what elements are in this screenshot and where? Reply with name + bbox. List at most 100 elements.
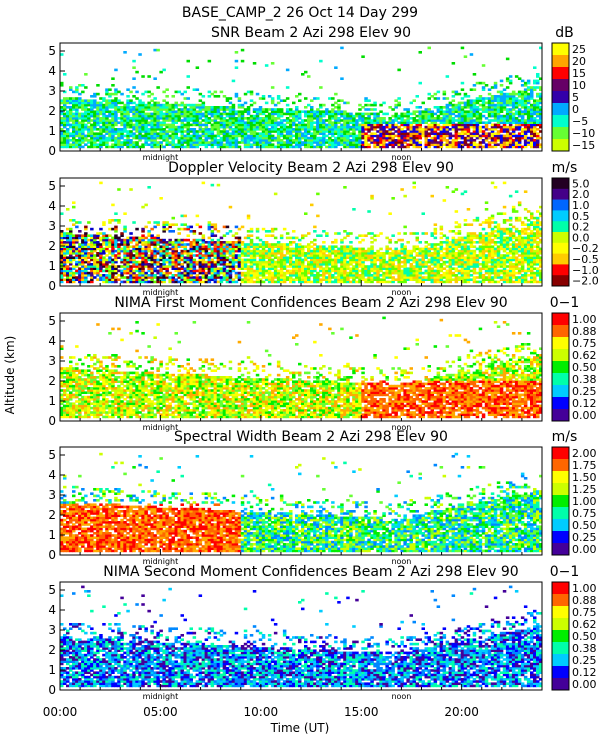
echo-cell — [120, 276, 124, 279]
echo-cell — [243, 121, 248, 124]
echo-cell — [295, 263, 299, 266]
echo-cell — [270, 62, 275, 65]
echo-cell — [159, 114, 163, 118]
echo-cell — [517, 121, 522, 124]
echo-cell — [508, 145, 513, 149]
echo-cell — [150, 252, 154, 255]
echo-cell — [439, 110, 444, 113]
echo-cell — [346, 256, 350, 259]
echo-cell — [533, 106, 537, 109]
echo-cell — [337, 252, 341, 255]
echo-cell — [331, 139, 335, 142]
echo-cell — [171, 260, 175, 264]
echo-cell — [75, 271, 79, 275]
echo-cell — [108, 274, 112, 277]
echo-cell — [90, 258, 94, 262]
echo-cell — [340, 271, 344, 275]
echo-cell — [138, 278, 142, 281]
echo-cell — [87, 243, 91, 246]
echo-cell — [225, 106, 230, 109]
echo-cell — [472, 103, 477, 107]
echo-cell — [376, 141, 380, 144]
echo-cell — [310, 280, 314, 284]
echo-cell — [102, 117, 106, 120]
echo-cell — [427, 117, 431, 120]
echo-cell — [150, 280, 154, 284]
echo-cell — [81, 265, 85, 268]
echo-cell — [508, 121, 513, 124]
echo-cell — [433, 145, 438, 149]
echo-cell — [487, 108, 492, 111]
echo-cell — [90, 110, 94, 113]
echo-cell — [117, 132, 121, 135]
echo-cell — [493, 108, 498, 111]
echo-cell — [96, 128, 100, 131]
echo-cell — [343, 121, 347, 124]
echo-cell — [144, 256, 148, 259]
echo-cell — [502, 123, 507, 127]
echo-cell — [177, 141, 181, 144]
echo-cell — [301, 141, 305, 144]
echo-cell — [343, 263, 347, 266]
echo-cell — [78, 145, 82, 149]
echo-cell — [325, 254, 329, 257]
echo-cell — [174, 223, 178, 226]
echo-cell — [105, 274, 109, 277]
echo-cell — [337, 134, 341, 138]
echo-cell — [237, 245, 242, 248]
echo-cell — [147, 254, 151, 257]
echo-cell — [526, 81, 531, 85]
echo-cell — [102, 125, 106, 129]
echo-cell — [117, 145, 121, 149]
echo-cell — [66, 274, 70, 277]
echo-cell — [153, 101, 157, 105]
echo-cell — [117, 256, 121, 259]
echo-cell — [84, 225, 88, 229]
echo-cell — [174, 143, 178, 146]
echo-cell — [69, 234, 73, 237]
echo-cell — [240, 274, 245, 277]
echo-cell — [219, 145, 224, 149]
echo-cell — [270, 276, 275, 279]
echo-cell — [159, 271, 163, 275]
echo-cell — [168, 125, 172, 129]
echo-cell — [448, 112, 453, 116]
echo-cell — [153, 136, 157, 140]
echo-cell — [273, 260, 278, 264]
echo-cell — [249, 117, 254, 120]
echo-cell — [135, 269, 139, 273]
echo-cell — [192, 132, 197, 135]
echo-cell — [153, 48, 157, 52]
echo-cell — [210, 132, 215, 135]
echo-cell — [60, 276, 64, 279]
echo-cell — [87, 112, 91, 116]
echo-cell — [81, 130, 85, 133]
echo-cell — [409, 112, 413, 116]
echo-cell — [177, 252, 181, 255]
echo-cell — [138, 280, 142, 284]
echo-cell — [126, 254, 130, 257]
echo-cell — [180, 254, 184, 257]
echo-cell — [186, 59, 190, 63]
echo-cell — [108, 132, 112, 135]
echo-cell — [319, 128, 323, 131]
echo-cell — [234, 136, 239, 140]
echo-cell — [445, 123, 450, 127]
echo-cell — [331, 112, 335, 116]
echo-cell — [273, 108, 278, 111]
echo-cell — [469, 114, 474, 118]
echo-cell — [261, 267, 266, 270]
echo-cell — [240, 258, 245, 262]
echo-cell — [219, 271, 224, 275]
echo-cell — [63, 139, 67, 142]
echo-cell — [183, 274, 187, 277]
echo-cell — [270, 227, 275, 231]
echo-cell — [192, 128, 197, 131]
echo-cell — [147, 143, 151, 146]
echo-cell — [195, 132, 200, 135]
echo-cell — [60, 263, 64, 266]
echo-cell — [144, 254, 148, 257]
echo-cell — [177, 130, 181, 133]
echo-cell — [228, 241, 233, 244]
echo-cell — [213, 95, 218, 98]
